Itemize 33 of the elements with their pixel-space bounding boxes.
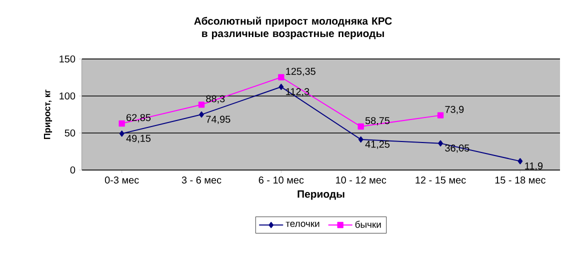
point: [119, 130, 124, 137]
point: [358, 136, 364, 143]
data-label: 58,75: [365, 117, 390, 126]
point: [278, 84, 284, 90]
y-tick-label: 100: [60, 92, 76, 100]
data-label: 73,9: [445, 106, 464, 114]
x-axis-title: Периоды: [298, 190, 344, 200]
y-axis-title: Прирост, кг: [44, 90, 52, 139]
point: [278, 74, 284, 80]
point: [118, 120, 125, 127]
point: [198, 102, 205, 108]
data-label: 74,95: [206, 116, 230, 124]
x-tick-label: 3 - 6 мес: [182, 176, 222, 184]
x-tick-label: 12 - 15 мес: [416, 176, 466, 184]
chart-title: Абсолютный прирост молодняка КРС в различные возрастные периоды: [194, 16, 392, 40]
point: [518, 158, 523, 164]
legend-label: бычки: [355, 220, 381, 228]
x-tick-label: 6 - 10 мес: [258, 176, 304, 184]
x-tick-label: 0-3 мес: [104, 176, 139, 184]
legend-label: телочки: [286, 222, 320, 227]
y-tick-label: 150: [60, 55, 76, 63]
y-tick-label: 0: [70, 166, 76, 174]
y-tick-label: 50: [64, 129, 76, 137]
x-tick-label: 15 - 18 мес: [495, 176, 546, 184]
data-label: 49,15: [126, 134, 151, 144]
x-tick-label: 10 - 12 мес: [336, 176, 386, 184]
point: [438, 140, 443, 146]
data-label: 41,25: [365, 140, 390, 149]
data-label: 125,35: [286, 68, 316, 76]
point: [199, 111, 204, 118]
point: [358, 123, 364, 130]
data-label: 11,9: [525, 162, 543, 171]
point: [437, 112, 444, 118]
